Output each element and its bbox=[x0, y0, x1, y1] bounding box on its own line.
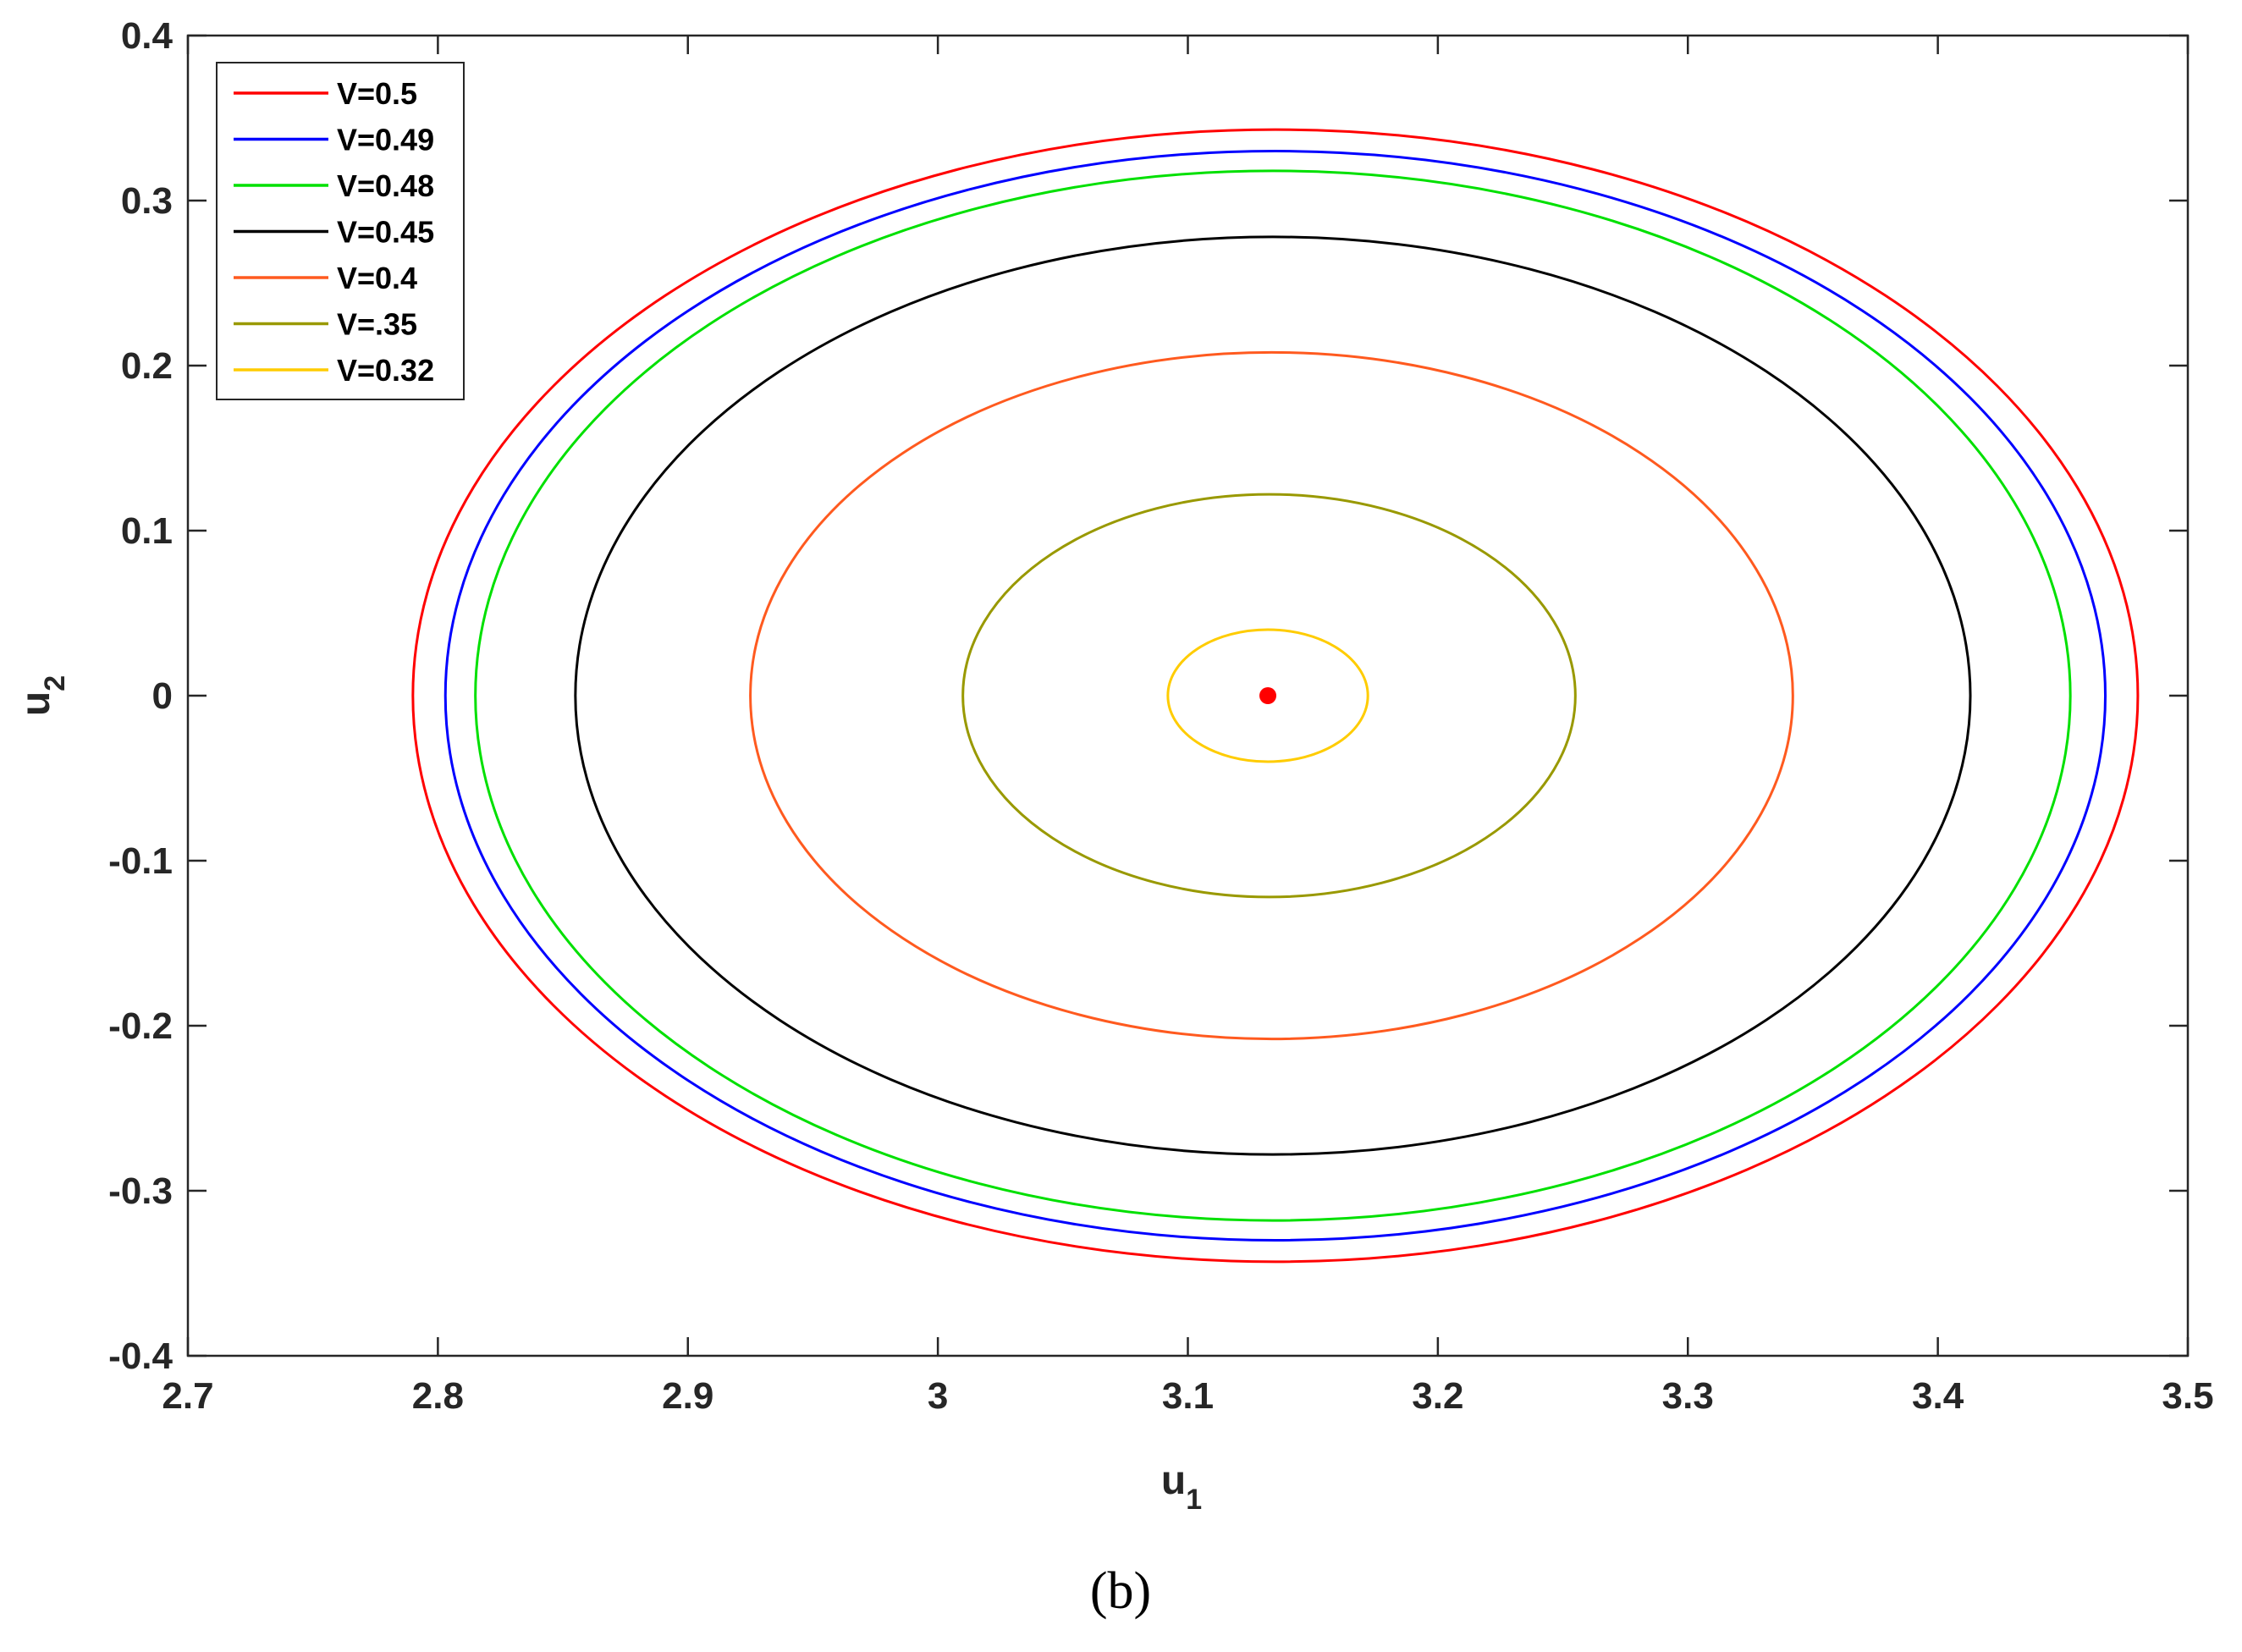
x-tick-label: 3.4 bbox=[1912, 1375, 1964, 1417]
series-curve-4 bbox=[749, 350, 1794, 1041]
series-curve-3 bbox=[574, 235, 1972, 1156]
legend-label-1: V=0.49 bbox=[337, 123, 434, 157]
figure-caption: (b) bbox=[1090, 1562, 1151, 1620]
equilibrium-marker-group bbox=[1259, 687, 1277, 704]
legend-label-3: V=0.45 bbox=[337, 215, 434, 250]
legend-label-4: V=0.4 bbox=[337, 261, 417, 295]
legend-label-0: V=0.5 bbox=[337, 76, 417, 111]
series-curve-0 bbox=[411, 128, 2140, 1264]
y-tick-label: -0.2 bbox=[108, 1005, 173, 1047]
y-axis-label: u2 bbox=[14, 675, 71, 716]
y-tick-label: -0.3 bbox=[108, 1170, 173, 1212]
plot-area-frame bbox=[186, 34, 2190, 1357]
x-tick-label: 3.5 bbox=[2162, 1375, 2213, 1417]
x-tick-label: 3 bbox=[928, 1375, 948, 1417]
y-tick-label: -0.1 bbox=[108, 840, 173, 882]
legend-label-5: V=.35 bbox=[337, 307, 417, 342]
x-axis-label: u1 bbox=[1161, 1458, 1202, 1516]
legend: V=0.5 V=0.49 V=0.48 V=0.45 V=0.4 V=.35 V=0.32 bbox=[216, 62, 465, 400]
series-curve-5 bbox=[961, 493, 1577, 899]
series-curve-2 bbox=[474, 169, 2072, 1222]
y-tick-label: 0.4 bbox=[121, 15, 174, 57]
y-tick-label: 0.1 bbox=[121, 510, 173, 552]
x-tick-label: 2.8 bbox=[412, 1375, 464, 1417]
x-tick-label: 3.2 bbox=[1412, 1375, 1463, 1417]
y-ticks: 0.4 0.3 0.2 0.1 0 -0.1 -0.2 -0.3 -0.4 bbox=[108, 15, 2188, 1377]
series-curve-1 bbox=[443, 150, 2107, 1242]
legend-label-6: V=0.32 bbox=[337, 353, 434, 388]
y-tick-label: 0.3 bbox=[121, 180, 173, 222]
x-tick-label: 2.9 bbox=[662, 1375, 713, 1417]
series-curve-6 bbox=[1166, 628, 1369, 763]
equilibrium-point bbox=[1259, 687, 1277, 704]
x-tick-label: 2.7 bbox=[162, 1375, 213, 1417]
y-tick-label: 0 bbox=[152, 675, 173, 717]
x-tick-label: 3.1 bbox=[1162, 1375, 1214, 1417]
x-tick-label: 3.3 bbox=[1662, 1375, 1714, 1417]
legend-label-2: V=0.48 bbox=[337, 168, 434, 203]
y-tick-label: -0.4 bbox=[108, 1335, 173, 1377]
series-curves bbox=[411, 128, 2140, 1264]
y-tick-label: 0.2 bbox=[121, 345, 173, 387]
x-ticks: 2.7 2.8 2.9 3 3.1 3.2 3.3 3.4 3.5 bbox=[162, 36, 2214, 1417]
